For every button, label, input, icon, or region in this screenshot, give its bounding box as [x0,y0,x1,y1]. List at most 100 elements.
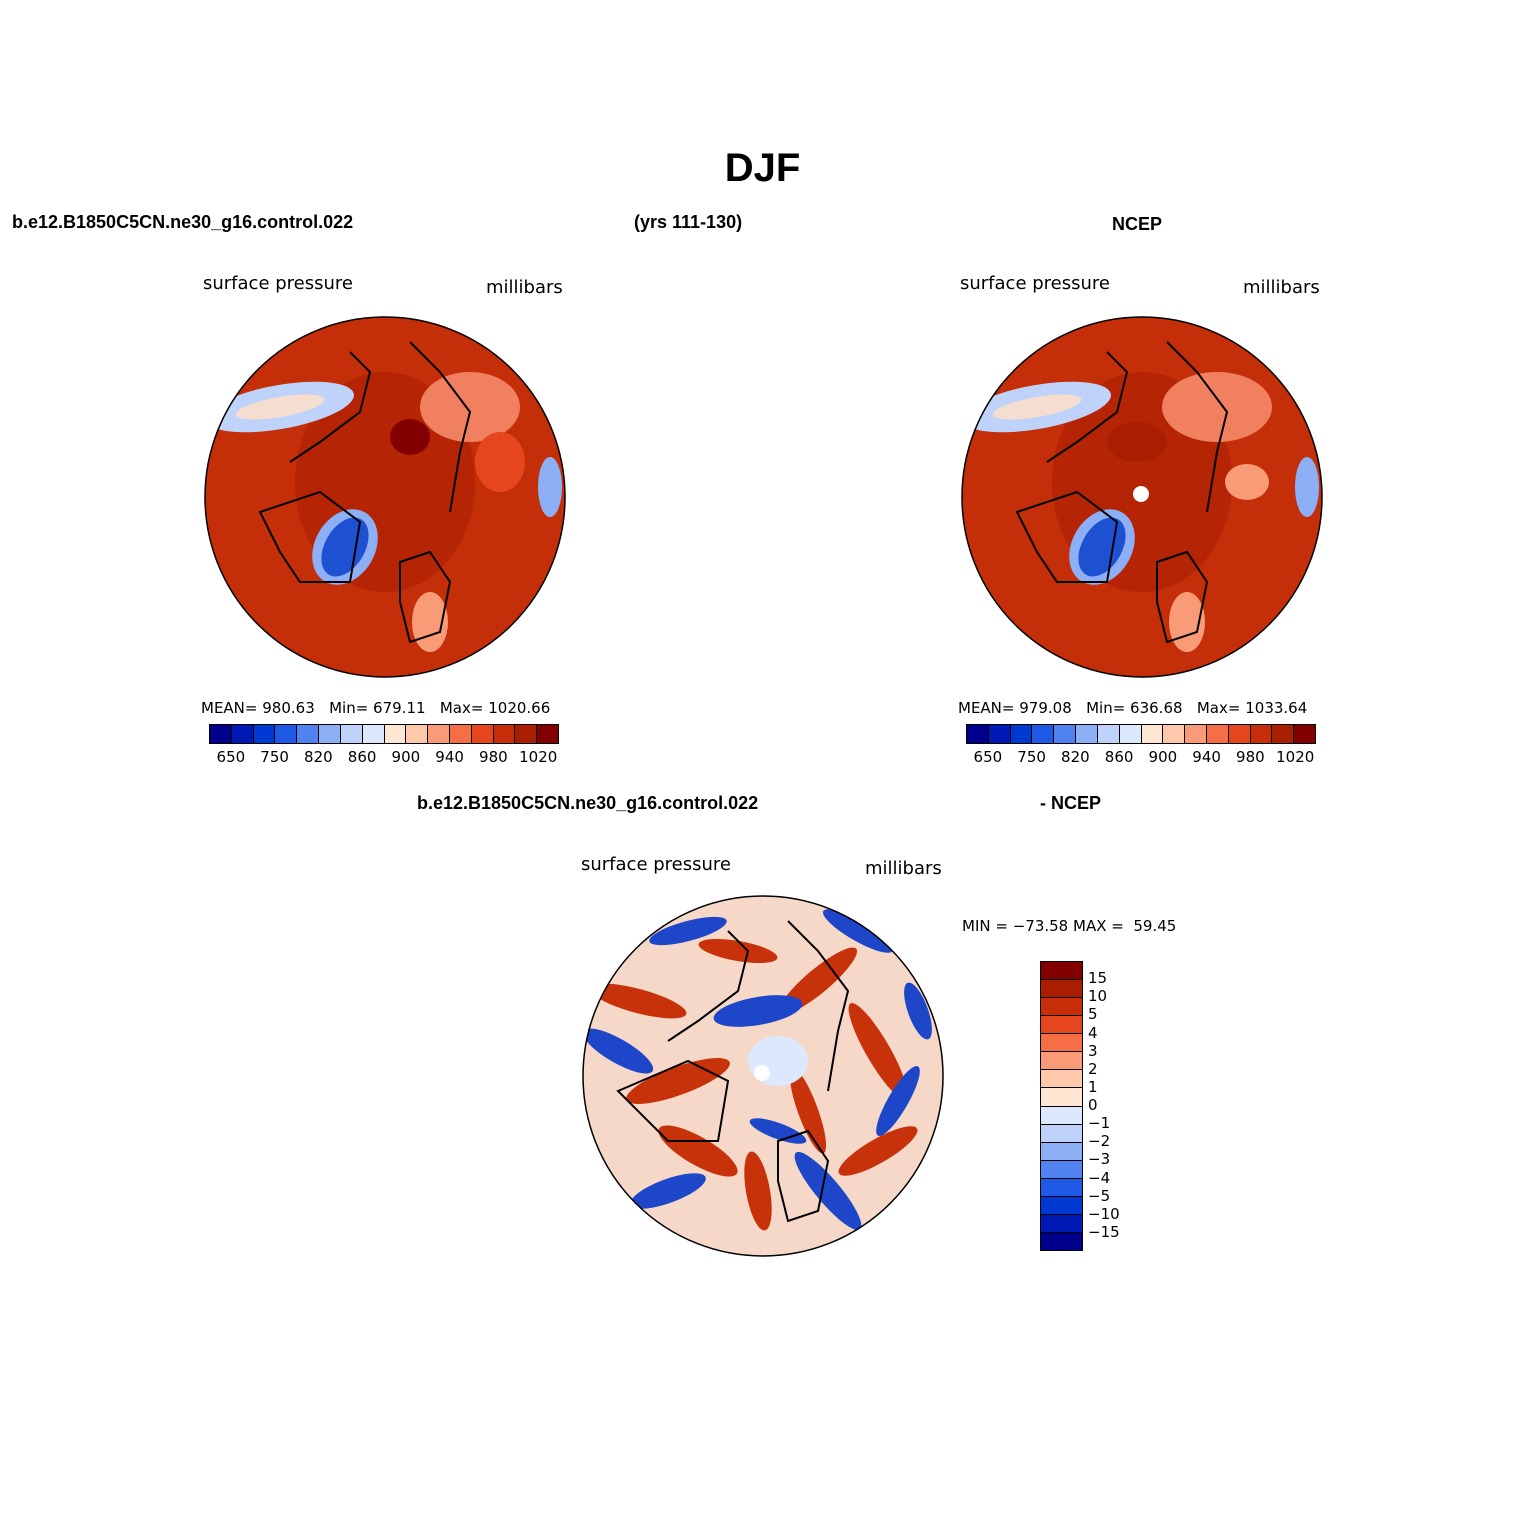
colorbar-swatch [1041,980,1082,999]
colorbar-swatch [1119,725,1142,743]
colorbar-tick-label: 15 [1088,969,1108,988]
colorbar-swatch [1041,1034,1082,1053]
colorbar-swatch [362,725,385,743]
colorbar-tick-label: −2 [1088,1132,1111,1151]
left-colorbar [209,724,559,744]
colorbar-tick-label: 820 [304,748,333,766]
left-max-label: Max= [439,699,484,717]
left-max-value: 1020.66 [488,699,551,717]
colorbar-tick-label: 980 [1236,748,1265,766]
colorbar-tick-label: 940 [1192,748,1221,766]
colorbar-swatch [988,725,1011,743]
colorbar-tick-label: −15 [1088,1222,1120,1241]
left-panel-header: b.e12.B1850C5CN.ne30_g16.control.022 [12,212,354,232]
colorbar-swatch [1032,725,1055,743]
colorbar-swatch [449,725,472,743]
diff-min-label: MIN = [962,917,1008,935]
colorbar-tick-label: 650 [973,748,1003,766]
colorbar-swatch [1041,1070,1082,1089]
colorbar-tick-label: 750 [260,748,289,766]
diff-panel-stats: MIN = −73.58 MAX = 59.45 [962,917,1176,935]
colorbar-swatch [319,725,341,743]
colorbar-swatch [1041,1160,1082,1179]
right-max-label: Max= [1196,699,1241,717]
colorbar-swatch [1185,725,1207,743]
colorbar-swatch [428,725,450,743]
colorbar-swatch [1294,725,1315,743]
left-panel-units-label: millibars [486,277,563,298]
colorbar-tick-label: 980 [479,748,508,766]
colorbar-swatch [253,725,276,743]
colorbar-tick-label: −10 [1088,1204,1120,1223]
diff-panel-units-label: millibars [865,858,942,879]
right-panel-stats: MEAN= 979.08 Min= 636.68 Max= 1033.64 [958,699,1307,717]
right-panel-header: NCEP [1112,214,1163,234]
colorbar-swatch [1228,725,1251,743]
colorbar-swatch [1041,1178,1082,1197]
colorbar-tick-label: 860 [1104,748,1134,766]
colorbar-swatch [297,725,320,743]
left-colorbar-labels: 650 750 820 860 900 940 980 1020 [209,748,559,768]
colorbar-tick-label: 5 [1088,1005,1098,1024]
colorbar-swatch [967,725,989,743]
left-panel-variable-label: surface pressure [203,273,353,294]
left-min-value: 679.11 [373,699,426,717]
diff-panel-map [582,895,944,1257]
right-panel-map [961,316,1323,678]
right-min-label: Min= [1086,699,1126,717]
left-panel-map [204,316,566,678]
colorbar-swatch [1041,998,1082,1017]
colorbar-tick-label: 1 [1088,1077,1098,1096]
diff-max-value: 59.45 [1133,917,1177,935]
colorbar-swatch [1041,1232,1082,1250]
diff-panel-header-suffix: - NCEP [1040,793,1102,813]
colorbar-swatch [340,725,363,743]
colorbar-swatch [493,725,516,743]
colorbar-swatch [1041,962,1082,981]
colorbar-swatch [384,725,407,743]
colorbar-swatch [1041,1214,1082,1233]
colorbar-swatch [1097,725,1120,743]
colorbar-swatch [1141,725,1164,743]
colorbar-tick-label: 650 [216,748,246,766]
years-label: (yrs 111-130) [634,212,743,232]
colorbar-tick-label: 4 [1088,1023,1098,1042]
colorbar-swatch [210,725,232,743]
colorbar-swatch [1041,1124,1082,1143]
left-mean-label: MEAN= [201,699,258,717]
colorbar-tick-label: −1 [1088,1114,1111,1133]
colorbar-swatch [1250,725,1273,743]
colorbar-tick-label: 1020 [1276,748,1315,766]
right-min-value: 636.68 [1130,699,1183,717]
colorbar-tick-label: 2 [1088,1059,1098,1078]
colorbar-swatch [1041,1016,1082,1035]
left-min-label: Min= [329,699,369,717]
colorbar-swatch [275,725,298,743]
diff-panel-header: b.e12.B1850C5CN.ne30_g16.control.022 [417,793,759,813]
colorbar-tick-label: 0 [1088,1096,1098,1114]
right-mean-label: MEAN= [958,699,1015,717]
colorbar-swatch [515,725,538,743]
colorbar-tick-label: 1020 [519,748,558,766]
right-panel-variable-label: surface pressure [960,273,1110,294]
colorbar-swatch [1206,725,1229,743]
right-max-value: 1033.64 [1245,699,1308,717]
colorbar-swatch [1076,725,1098,743]
colorbar-tick-label: 820 [1061,748,1090,766]
colorbar-swatch [1272,725,1295,743]
colorbar-swatch [1010,725,1033,743]
diff-min-value: −73.58 [1012,917,1069,935]
right-colorbar-labels: 650 750 820 860 900 940 980 1020 [966,748,1316,768]
colorbar-tick-label: −5 [1088,1186,1111,1205]
left-panel-stats: MEAN= 980.63 Min= 679.11 Max= 1020.66 [201,699,550,717]
colorbar-swatch [1054,725,1077,743]
colorbar-swatch [1041,1196,1082,1215]
figure-title: DJF [724,146,801,190]
colorbar-swatch [1041,1142,1082,1161]
diff-max-label: MAX = [1073,917,1124,935]
colorbar-swatch [406,725,429,743]
colorbar-tick-label: 860 [347,748,377,766]
colorbar-swatch [537,725,558,743]
colorbar-swatch [471,725,494,743]
left-mean-value: 980.63 [262,699,315,717]
